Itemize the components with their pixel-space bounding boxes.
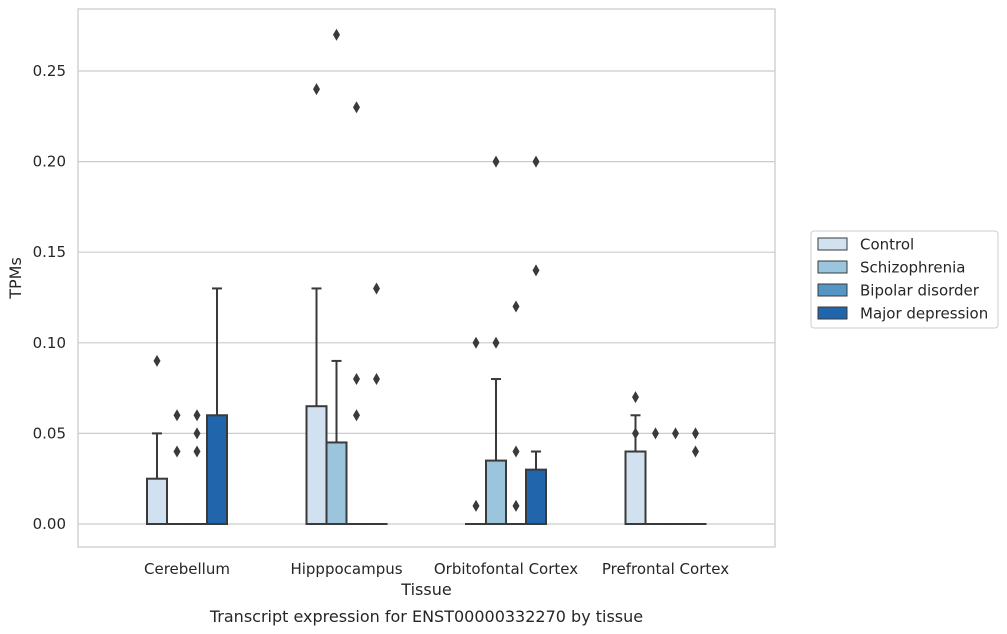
outlier-point [472, 336, 480, 349]
outlier-point [672, 427, 679, 440]
x-tick-label: Cerebellum [144, 560, 230, 578]
outlier-point [173, 445, 181, 458]
box-body [624, 450, 647, 525]
outlier-point [532, 155, 540, 168]
x-tick-label: Prefrontal Cortex [602, 560, 729, 578]
y-axis-label: TPMs [6, 257, 25, 300]
legend-swatch [817, 283, 848, 297]
outlier-point [512, 300, 520, 313]
outlier-point [492, 336, 500, 349]
legend-swatch [817, 237, 848, 251]
outlier-point [652, 427, 659, 440]
legend-swatch [817, 260, 848, 274]
y-tick-label: 0.00 [33, 515, 66, 533]
outlier-point [353, 101, 360, 114]
box-1-0 [305, 287, 328, 525]
legend-label: Major depression [860, 305, 988, 323]
outlier-point [692, 427, 699, 440]
legend-label: Control [860, 236, 914, 254]
box-plot-series [146, 287, 707, 526]
box-body [146, 477, 168, 526]
outlier-point [492, 155, 500, 168]
box-body [485, 459, 507, 525]
x-tick-label: Orbitofontal Cortex [434, 560, 578, 578]
outlier-point [512, 445, 520, 458]
box-0-0 [146, 432, 168, 526]
y-tick-label: 0.25 [33, 62, 66, 80]
outlier-point [532, 264, 540, 277]
outlier-point [373, 373, 380, 386]
outlier-point [153, 354, 161, 367]
outlier-point [472, 499, 480, 512]
box-2-3 [525, 450, 547, 526]
y-tick-label: 0.15 [33, 243, 66, 261]
y-axis-ticks: 0.00 0.05 0.10 0.15 0.20 0.25 [33, 62, 66, 533]
outlier-point [313, 83, 320, 96]
outlier-point [512, 499, 520, 512]
plot-area-frame [77, 8, 776, 548]
grid-lines [78, 70, 775, 525]
outlier-point [173, 409, 181, 422]
box-body [206, 414, 228, 525]
box-3-0 [624, 414, 647, 525]
x-axis-label: Tissue [400, 580, 451, 599]
legend-frame [810, 230, 999, 329]
box-body [305, 405, 328, 525]
outlier-point [353, 409, 360, 422]
outlier-point [333, 28, 340, 41]
box-1-1 [325, 359, 348, 525]
outlier-point [193, 445, 201, 458]
y-tick-label: 0.10 [33, 334, 66, 352]
outlier-point [373, 282, 380, 295]
x-tick-label: Hipppocampus [290, 560, 402, 578]
box-0-3 [206, 287, 228, 525]
outlier-point [632, 391, 639, 404]
outlier-point [353, 373, 360, 386]
x-axis-ticks: Cerebellum Hipppocampus Orbitofontal Corte… [144, 560, 729, 578]
box-body [525, 468, 547, 526]
outlier-point [193, 409, 201, 422]
legend: Control Schizophrenia Bipolar disorder Majo… [810, 230, 999, 329]
box-body [325, 441, 348, 525]
y-tick-label: 0.20 [33, 153, 66, 171]
y-tick-label: 0.05 [33, 424, 66, 442]
outlier-point [632, 427, 639, 440]
figure-caption: Transcript expression for ENST0000033227… [209, 607, 643, 626]
legend-label: Bipolar disorder [860, 282, 980, 300]
legend-label: Schizophrenia [860, 259, 965, 277]
box-2-1 [485, 378, 507, 525]
outlier-point [193, 427, 201, 440]
outlier-points [153, 28, 699, 512]
legend-swatch [817, 306, 848, 320]
outlier-point [692, 445, 699, 458]
